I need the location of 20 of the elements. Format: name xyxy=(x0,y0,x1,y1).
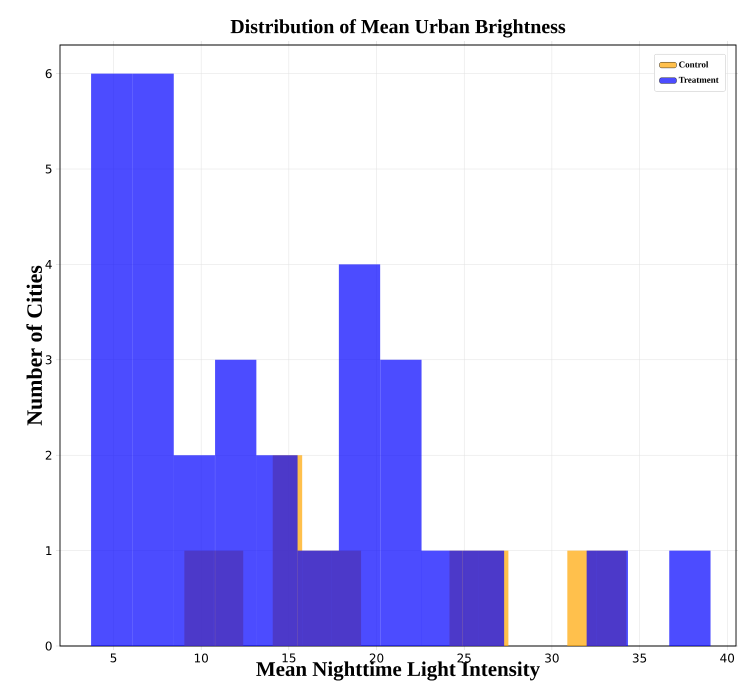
legend-label: Treatment xyxy=(678,76,719,83)
y-tick-label: 5 xyxy=(46,164,52,174)
x-tick-label: 20 xyxy=(370,654,384,663)
chart-title: Distribution of Mean Urban Brightness xyxy=(230,19,566,38)
x-tick-label: 15 xyxy=(282,654,296,662)
x-tick-label: 35 xyxy=(632,654,646,663)
y-tick-label: 2 xyxy=(46,450,52,460)
x-tick-label: 25 xyxy=(457,654,471,663)
y-tick-label: 4 xyxy=(45,260,52,269)
x-tick-label: 30 xyxy=(545,654,559,663)
y-tick-label: 0 xyxy=(46,641,52,651)
legend-label: Control xyxy=(679,61,708,68)
y-tick-label: 1 xyxy=(46,546,52,555)
y-tick-label: 3 xyxy=(46,355,52,364)
y-axis-title: Number of Cities xyxy=(26,266,42,426)
x-tick-label: 5 xyxy=(110,654,116,662)
y-tick-label: 6 xyxy=(46,69,52,78)
x-tick-label: 10 xyxy=(194,654,208,663)
x-tick-label: 40 xyxy=(720,654,734,663)
x-axis-title: Mean Nighttime Light Intensity xyxy=(256,661,540,681)
